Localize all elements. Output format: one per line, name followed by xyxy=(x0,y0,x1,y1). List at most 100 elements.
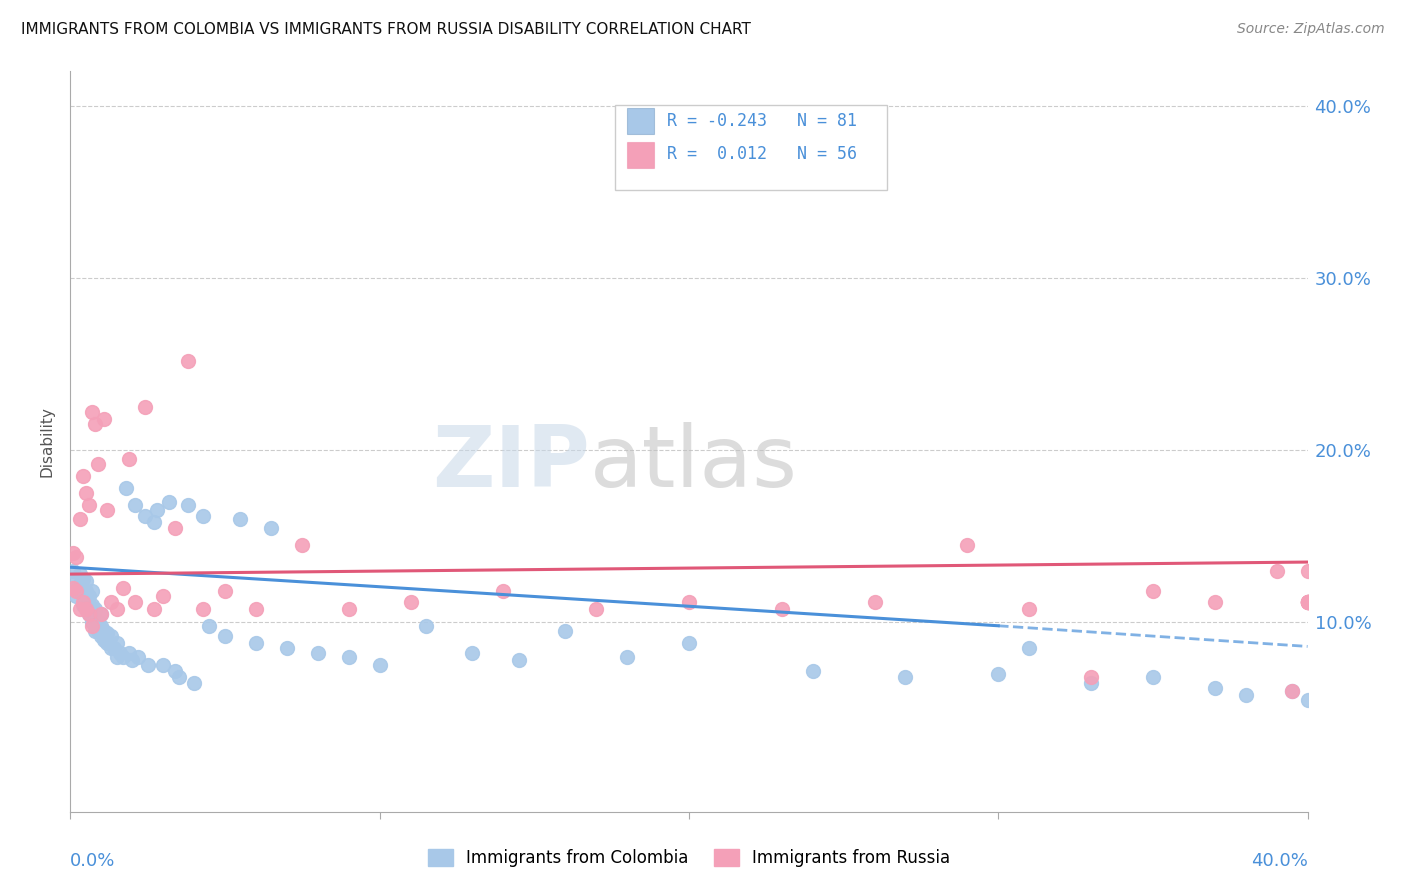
Point xyxy=(136,658,159,673)
Point xyxy=(307,646,329,660)
Point xyxy=(1142,670,1164,684)
Point xyxy=(152,658,174,673)
Point xyxy=(118,646,141,660)
Point xyxy=(65,549,87,564)
Point xyxy=(157,495,180,509)
Point xyxy=(90,607,112,621)
Point xyxy=(72,469,94,483)
Point xyxy=(142,601,165,615)
Point xyxy=(72,572,94,586)
Point xyxy=(75,595,97,609)
Point xyxy=(260,521,283,535)
Point xyxy=(72,590,94,604)
Point xyxy=(399,595,422,609)
Point xyxy=(152,590,174,604)
Point xyxy=(177,498,200,512)
Point xyxy=(90,619,112,633)
Text: R = -0.243   N = 81: R = -0.243 N = 81 xyxy=(666,112,856,130)
Text: R =  0.012   N = 56: R = 0.012 N = 56 xyxy=(666,145,856,163)
Point xyxy=(77,607,100,621)
Point xyxy=(508,653,530,667)
Point xyxy=(115,481,138,495)
Point xyxy=(124,498,146,512)
Point xyxy=(84,601,107,615)
Point xyxy=(415,619,437,633)
Point xyxy=(75,584,97,599)
Point xyxy=(105,649,128,664)
Point xyxy=(62,546,84,560)
Point xyxy=(1296,564,1319,578)
Point xyxy=(863,595,886,609)
Point xyxy=(1142,584,1164,599)
Point xyxy=(678,636,700,650)
Point xyxy=(65,581,87,595)
Point xyxy=(198,619,221,633)
Point xyxy=(87,615,110,630)
Point xyxy=(1296,595,1319,609)
Point xyxy=(103,641,125,656)
Point xyxy=(1296,595,1319,609)
Point xyxy=(75,574,97,588)
Point xyxy=(165,521,187,535)
Point xyxy=(84,417,107,432)
Point xyxy=(214,629,236,643)
Point xyxy=(69,601,91,615)
Point xyxy=(75,601,97,615)
Point xyxy=(124,595,146,609)
Point xyxy=(65,590,87,604)
Point xyxy=(461,646,484,660)
Point xyxy=(1296,595,1319,609)
Text: Source: ZipAtlas.com: Source: ZipAtlas.com xyxy=(1237,22,1385,37)
Point xyxy=(111,649,134,664)
Point xyxy=(183,675,205,690)
Point xyxy=(80,615,103,630)
Point xyxy=(337,601,360,615)
Point xyxy=(770,601,793,615)
Point xyxy=(193,508,215,523)
Point xyxy=(65,584,87,599)
Point xyxy=(1204,681,1226,695)
Point xyxy=(337,649,360,664)
Bar xyxy=(627,142,654,168)
Point xyxy=(75,486,97,500)
Point xyxy=(229,512,252,526)
Point xyxy=(801,664,824,678)
Point xyxy=(118,451,141,466)
Point xyxy=(127,649,149,664)
Point xyxy=(121,653,143,667)
Point xyxy=(77,607,100,621)
Point xyxy=(100,629,122,643)
Point xyxy=(87,624,110,638)
Point xyxy=(93,412,115,426)
Text: ZIP: ZIP xyxy=(432,422,591,505)
Point xyxy=(72,598,94,612)
Point xyxy=(368,658,391,673)
Point xyxy=(80,405,103,419)
Point xyxy=(77,498,100,512)
Point xyxy=(165,664,187,678)
Point xyxy=(1204,595,1226,609)
Point xyxy=(1080,670,1102,684)
Point xyxy=(96,625,118,640)
Point xyxy=(585,601,607,615)
Point xyxy=(142,516,165,530)
Point xyxy=(93,624,115,638)
Point xyxy=(616,649,638,664)
Point xyxy=(84,624,107,638)
Point xyxy=(1265,564,1288,578)
Point xyxy=(134,400,156,414)
Point xyxy=(1018,601,1040,615)
Point xyxy=(77,598,100,612)
Point xyxy=(87,457,110,471)
Point xyxy=(1296,595,1319,609)
Point xyxy=(62,572,84,586)
Point xyxy=(167,670,190,684)
Point xyxy=(111,581,134,595)
Point xyxy=(177,353,200,368)
Point xyxy=(77,590,100,604)
Point xyxy=(100,641,122,656)
Y-axis label: Disability: Disability xyxy=(39,406,55,477)
Point xyxy=(291,538,314,552)
Point xyxy=(1018,641,1040,656)
Point xyxy=(678,595,700,609)
